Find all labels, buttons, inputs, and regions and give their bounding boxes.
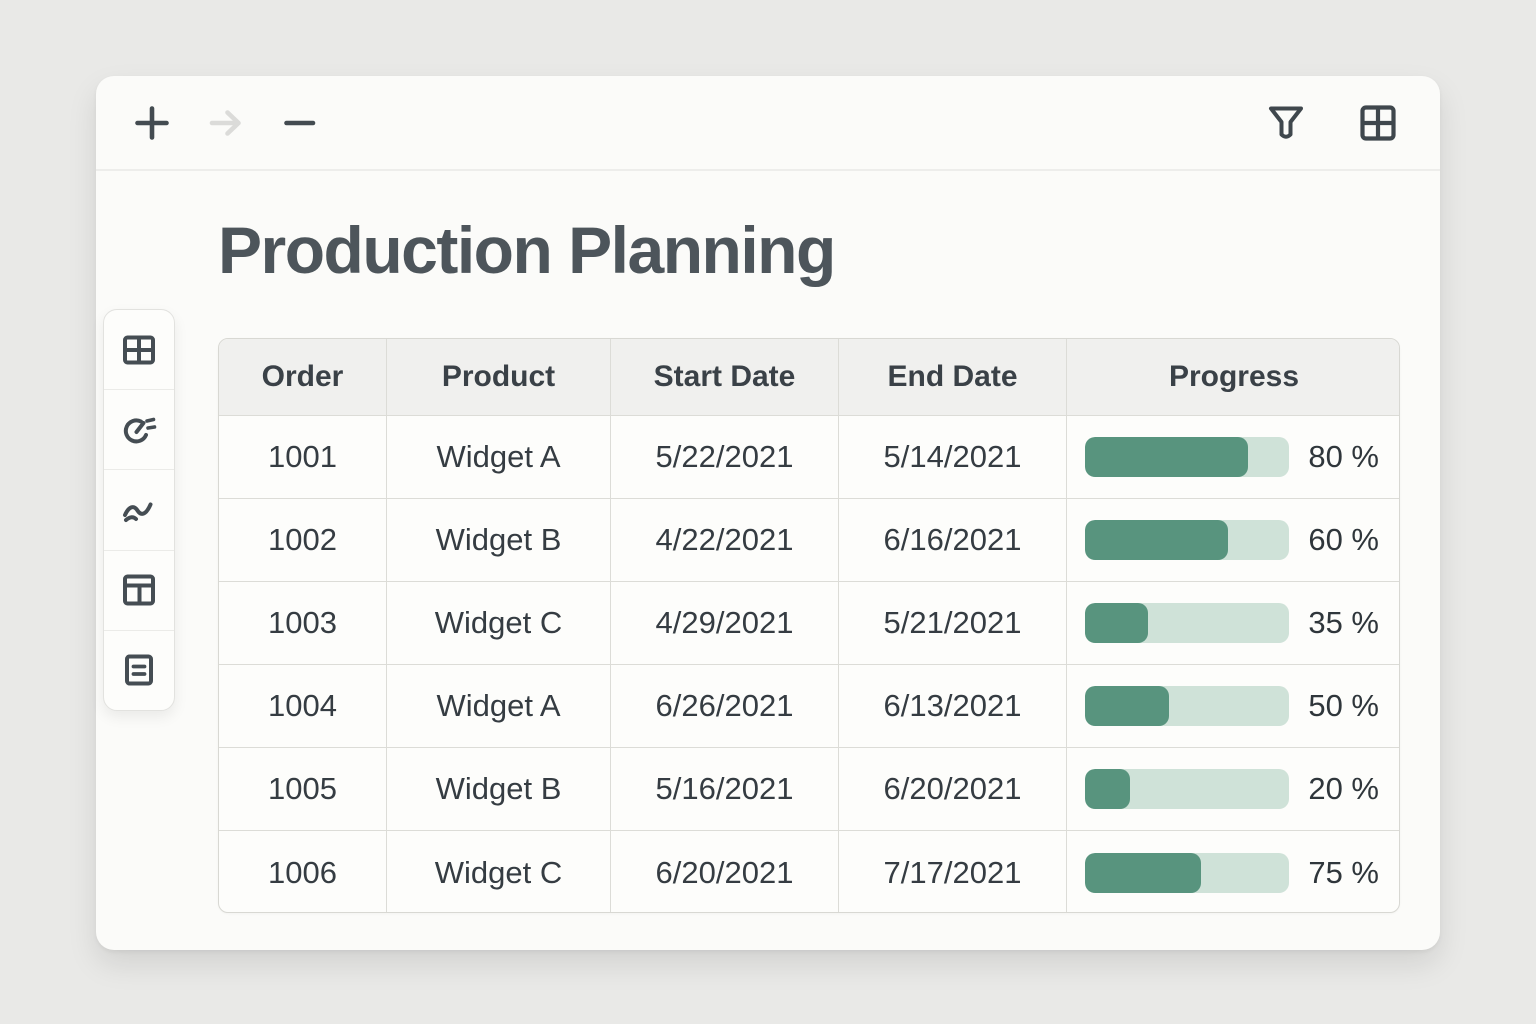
minus-icon	[280, 103, 320, 143]
column-header-order[interactable]: Order	[219, 339, 387, 416]
cell-progress[interactable]: 60 %	[1067, 499, 1399, 582]
cell-start-date[interactable]: 5/22/2021	[611, 416, 839, 499]
cell-order[interactable]: 1001	[219, 416, 387, 499]
view-sidebar	[103, 309, 175, 711]
grid-2x2-icon	[1358, 103, 1398, 143]
progress-bar-fill	[1085, 437, 1249, 477]
column-header-start-date[interactable]: Start Date	[611, 339, 839, 416]
app-window: Production Planning	[96, 76, 1440, 950]
progress-bar-fill	[1085, 686, 1169, 726]
add-button[interactable]	[132, 103, 172, 143]
progress-label: 20 %	[1308, 771, 1379, 806]
pie-chart-icon	[117, 408, 161, 452]
progress-bar-fill	[1085, 852, 1202, 893]
column-header-product[interactable]: Product	[387, 339, 611, 416]
cell-progress[interactable]: 50 %	[1067, 665, 1399, 748]
notes-card-icon	[118, 649, 160, 691]
progress-label: 35 %	[1308, 605, 1379, 640]
progress-bar-fill	[1085, 520, 1228, 560]
production-table: Order Product Start Date End Date Progre…	[218, 338, 1400, 913]
cell-end-date[interactable]: 6/20/2021	[839, 748, 1067, 831]
page-title: Production Planning	[218, 213, 836, 287]
cell-product[interactable]: Widget C	[387, 831, 611, 912]
cell-progress[interactable]: 80 %	[1067, 416, 1399, 499]
column-header-progress[interactable]: Progress	[1067, 339, 1399, 416]
arrow-right-icon	[206, 103, 246, 143]
filter-button[interactable]	[1266, 103, 1306, 143]
cell-progress[interactable]: 35 %	[1067, 582, 1399, 665]
progress-label: 75 %	[1308, 854, 1379, 890]
sidebar-item-layout-view[interactable]	[104, 551, 174, 631]
cell-product[interactable]: Widget B	[387, 748, 611, 831]
cell-end-date[interactable]: 6/16/2021	[839, 499, 1067, 582]
cell-end-date[interactable]: 6/13/2021	[839, 665, 1067, 748]
cell-product[interactable]: Widget B	[387, 499, 611, 582]
toolbar	[96, 76, 1440, 171]
cell-start-date[interactable]: 4/29/2021	[611, 582, 839, 665]
progress-bar-track	[1085, 437, 1289, 477]
cell-start-date[interactable]: 4/22/2021	[611, 499, 839, 582]
cell-order[interactable]: 1003	[219, 582, 387, 665]
plus-icon	[132, 103, 172, 143]
column-header-end-date[interactable]: End Date	[839, 339, 1067, 416]
progress-bar-track	[1085, 603, 1289, 643]
cell-start-date[interactable]: 6/26/2021	[611, 665, 839, 748]
cell-product[interactable]: Widget C	[387, 582, 611, 665]
trend-squiggle-icon	[117, 488, 161, 532]
progress-bar-fill	[1085, 603, 1149, 643]
sidebar-item-pie-chart-view[interactable]	[104, 390, 174, 471]
remove-button[interactable]	[280, 103, 320, 143]
layout-columns-icon	[118, 569, 160, 611]
cell-order[interactable]: 1004	[219, 665, 387, 748]
table-grid-icon	[118, 329, 160, 371]
progress-label: 60 %	[1308, 522, 1379, 557]
cell-start-date[interactable]: 6/20/2021	[611, 831, 839, 912]
progress-bar-track	[1085, 852, 1289, 893]
cell-order[interactable]: 1002	[219, 499, 387, 582]
cell-end-date[interactable]: 5/14/2021	[839, 416, 1067, 499]
cell-progress[interactable]: 20 %	[1067, 748, 1399, 831]
progress-bar-fill	[1085, 769, 1130, 809]
progress-bar-track	[1085, 520, 1289, 560]
grid-view-button[interactable]	[1358, 103, 1398, 143]
progress-bar-track	[1085, 686, 1289, 726]
sidebar-item-trend-view[interactable]	[104, 470, 174, 551]
cell-end-date[interactable]: 7/17/2021	[839, 831, 1067, 912]
filter-funnel-icon	[1265, 101, 1307, 145]
cell-product[interactable]: Widget A	[387, 416, 611, 499]
cell-progress[interactable]: 75 %	[1067, 831, 1399, 912]
cell-start-date[interactable]: 5/16/2021	[611, 748, 839, 831]
cell-end-date[interactable]: 5/21/2021	[839, 582, 1067, 665]
cell-order[interactable]: 1006	[219, 831, 387, 912]
redo-button[interactable]	[206, 103, 246, 143]
progress-bar-track	[1085, 769, 1289, 809]
progress-label: 80 %	[1308, 439, 1379, 474]
cell-product[interactable]: Widget A	[387, 665, 611, 748]
sidebar-item-table-view[interactable]	[104, 310, 174, 391]
progress-label: 50 %	[1308, 688, 1379, 723]
sidebar-item-notes-view[interactable]	[104, 631, 174, 710]
cell-order[interactable]: 1005	[219, 748, 387, 831]
